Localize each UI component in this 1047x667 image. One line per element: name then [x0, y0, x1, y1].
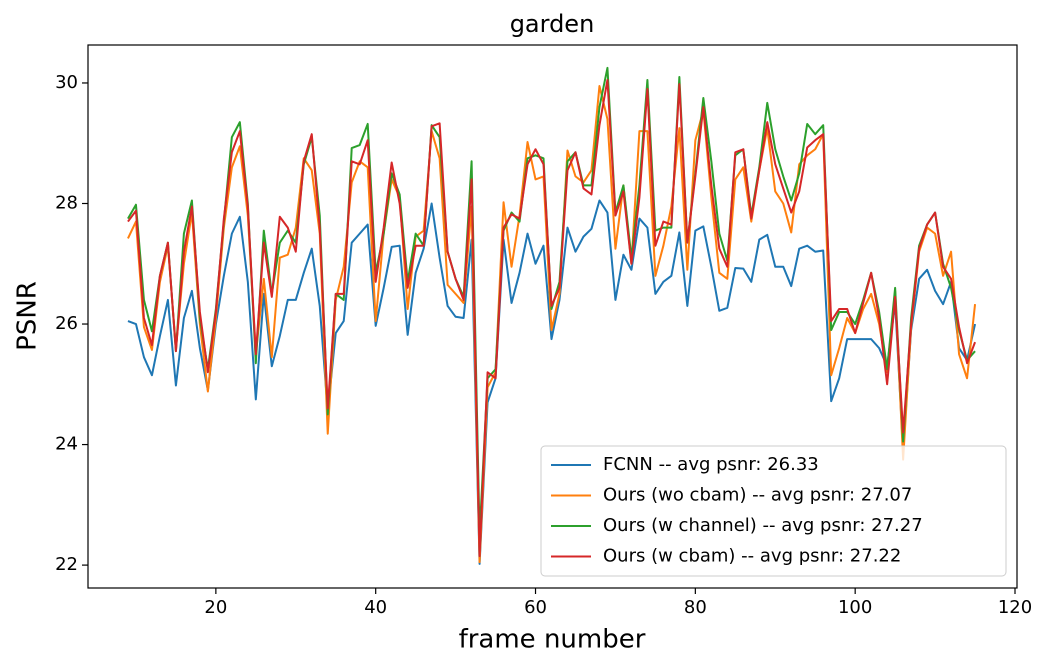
legend-label: Ours (wo cbam) -- avg psnr: 27.07: [603, 485, 912, 506]
line: [127, 199, 977, 565]
y-axis-label: PSNR: [13, 281, 43, 351]
y-tick-label: 30: [55, 72, 78, 93]
legend-label: Ours (w cbam) -- avg psnr: 27.22: [603, 546, 901, 567]
legend-box: [540, 445, 1007, 577]
x-tick-label: 60: [524, 597, 547, 618]
x-tick-label: 120: [998, 597, 1032, 618]
x-tick-label: 100: [838, 597, 872, 618]
legend-label: FCNN -- avg psnr: 26.33: [603, 454, 819, 475]
plot-frame: [87, 44, 1018, 589]
x-tick-label: 20: [204, 597, 227, 618]
y-tick-label: 24: [55, 434, 78, 455]
line: [127, 84, 977, 564]
line: [127, 78, 976, 558]
y-tick-label: 22: [55, 554, 78, 575]
y-tick-label: 28: [55, 193, 78, 214]
x-tick-label: 40: [364, 597, 387, 618]
y-tick-label: 26: [55, 313, 78, 334]
x-tick-label: 80: [684, 597, 707, 618]
chart-title: garden: [510, 10, 595, 38]
legend-label: Ours (w channel) -- avg psnr: 27.27: [603, 515, 923, 536]
x-axis-label: frame number: [459, 625, 646, 655]
